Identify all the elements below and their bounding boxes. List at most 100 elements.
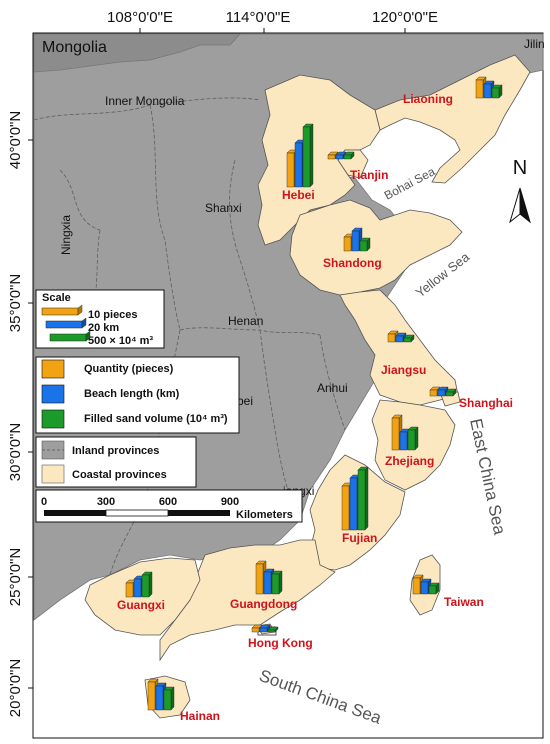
bar-hainan-quantity (147, 681, 156, 711)
bar-guangdong-filled (271, 573, 280, 595)
country-label-jilin: Jilin (524, 37, 545, 51)
bar-hong-kong-beach (259, 627, 268, 633)
legend-series-label-beach-length: Beach length (km) (84, 388, 180, 400)
lat-label-20: 20°0'0"N (7, 659, 24, 717)
inland-label-ningxia: Ningxia (59, 215, 73, 255)
legend-series-label-quantity: Quantity (pieces) (84, 363, 174, 375)
legend-area-label-inland: Inland provinces (72, 445, 159, 457)
lat-label-35: 35°0'0"N (7, 274, 24, 332)
bar-shanghai-filled (445, 391, 454, 397)
scalebar-tick-300: 300 (97, 496, 115, 508)
legend-scale-bar-1 (45, 320, 83, 329)
bar-guangxi-beach (133, 578, 142, 598)
legend-series-label-sand-volume: Filled sand volume (10⁴ m³) (84, 413, 228, 425)
bar-taiwan-quantity (412, 577, 421, 595)
bar-taiwan-beach (420, 581, 429, 595)
province-label-hong-kong: Hong Kong (248, 636, 313, 650)
bar-shandong-quantity (343, 236, 352, 252)
province-label-fujian: Fujian (342, 531, 377, 545)
bar-liaoning-filled (491, 87, 500, 99)
bar-zhejiang-filled (407, 429, 416, 451)
bar-jiangsu-quantity (387, 333, 396, 343)
graticule-ticks (28, 28, 406, 689)
bar-hebei-quantity (286, 152, 295, 188)
bar-hainan-beach (155, 685, 164, 711)
bar-guangdong-quantity (255, 563, 264, 595)
bar-hebei-beach (294, 142, 303, 188)
north-arrow-label: N (513, 157, 527, 179)
inland-label-inner-mongolia: Inner Mongolia (105, 94, 185, 108)
province-label-zhejiang: Zhejiang (385, 454, 434, 468)
bar-zhejiang-beach (399, 431, 408, 451)
bar-side-guangdong-2 (278, 570, 283, 595)
province-label-jiangsu: Jiangsu (381, 363, 426, 377)
bar-hong-kong-filled (267, 629, 276, 633)
bar-guangxi-filled (141, 574, 150, 598)
legend-series: Quantity (pieces) Beach length (km) Fill… (35, 356, 240, 434)
bar-taiwan-filled (428, 585, 437, 595)
lon-label-120: 120°0'0"E (372, 9, 438, 26)
legend-scale-title: Scale (42, 292, 71, 304)
legend-swatch-sand-volume (41, 409, 65, 429)
legend-scale-item-2: 20 km (88, 322, 119, 334)
north-arrow: N (509, 157, 531, 224)
legend-scale: Scale 10 pieces 20 km 500 × 10⁴ m³ (35, 289, 165, 349)
bar-jiangsu-beach (395, 335, 404, 343)
province-label-guangxi: Guangxi (117, 598, 165, 612)
bar-fujian-quantity (341, 485, 350, 531)
lat-label-30: 30°0'0"N (7, 423, 24, 481)
legend-scale-bar-2 (49, 333, 87, 342)
bar-shanghai-beach (437, 389, 446, 397)
region-guangdong (159, 539, 336, 662)
lat-label-40: 40°0'0"N (7, 111, 24, 169)
province-label-shandong: Shandong (323, 256, 382, 270)
legend-scale-bar-side-1 (81, 317, 87, 329)
bar-hainan-filled (163, 689, 172, 711)
province-label-hainan: Hainan (180, 709, 220, 723)
bar-side-hainan-2 (170, 686, 175, 711)
scalebar-tick-600: 600 (159, 496, 177, 508)
lon-label-108: 108°0'0"E (107, 9, 173, 26)
scalebar: 0 300 600 900 Kilometers (35, 489, 303, 523)
bar-shandong-beach (351, 230, 360, 252)
legend-scale-bar-side-0 (77, 304, 83, 316)
bar-fujian-beach (349, 477, 358, 531)
region-hebei (257, 74, 381, 246)
legend-swatch-coastal (41, 464, 65, 484)
scalebar-tick-0: 0 (41, 496, 47, 508)
region-shandong (289, 199, 463, 296)
bar-side-guangxi-2 (148, 571, 153, 598)
bar-jiangsu-filled (403, 337, 412, 343)
bar-shandong-filled (359, 240, 368, 252)
legend-scale-item-3: 500 × 10⁴ m³ (88, 335, 153, 347)
bar-liaoning-quantity (475, 79, 484, 99)
legend-area-types: Inland provinces Coastal provinces (35, 436, 197, 488)
bar-hebei-filled (302, 126, 311, 188)
bar-hong-kong-quantity (251, 627, 260, 633)
lat-label-25: 25°0'0"N (7, 548, 24, 606)
legend-scale-item-1: 10 pieces (88, 309, 138, 321)
bar-tianjin-quantity (327, 154, 336, 160)
bar-side-fujian-2 (364, 466, 369, 531)
legend-scale-bar-0 (41, 307, 79, 316)
province-label-taiwan: Taiwan (444, 595, 484, 609)
province-label-guangdong: Guangdong (230, 597, 297, 611)
province-label-hebei: Hebei (282, 188, 315, 202)
bar-liaoning-beach (483, 83, 492, 99)
bar-clusters (125, 76, 503, 711)
bar-fujian-filled (357, 469, 366, 531)
legend-area-label-coastal: Coastal provinces (72, 469, 167, 481)
bar-shanghai-quantity (429, 389, 438, 397)
province-label-tianjin: Tianjin (350, 168, 388, 182)
bar-tianjin-filled (343, 154, 352, 160)
bar-side-zhejiang-2 (414, 426, 419, 451)
inland-label-anhui: Anhui (317, 381, 348, 395)
province-label-shanghai: Shanghai (459, 396, 513, 410)
legend-scale-bar-side-2 (85, 330, 91, 342)
inland-label-shanxi: Shanxi (205, 201, 242, 215)
legend-swatch-quantity (41, 359, 65, 379)
scalebar-unit: Kilometers (236, 509, 293, 521)
country-label-mongolia: Mongolia (42, 39, 107, 56)
bar-guangdong-beach (263, 571, 272, 595)
